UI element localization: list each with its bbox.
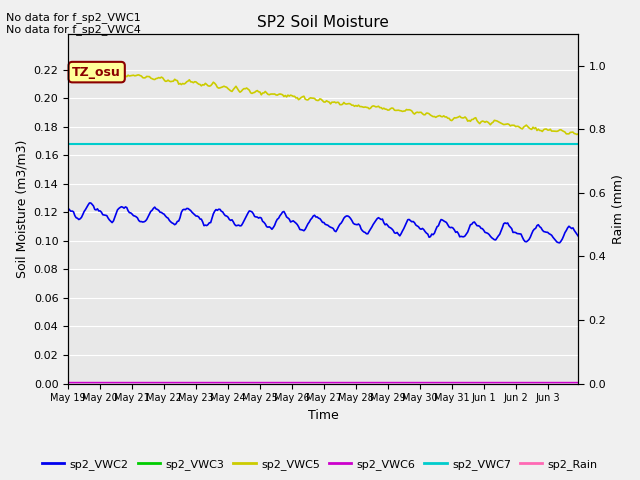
X-axis label: Time: Time — [308, 409, 339, 422]
Text: No data for f_sp2_VWC1: No data for f_sp2_VWC1 — [6, 12, 141, 23]
Text: TZ_osu: TZ_osu — [72, 66, 121, 79]
Y-axis label: Raim (mm): Raim (mm) — [612, 174, 625, 244]
Legend: sp2_VWC2, sp2_VWC3, sp2_VWC5, sp2_VWC6, sp2_VWC7, sp2_Rain: sp2_VWC2, sp2_VWC3, sp2_VWC5, sp2_VWC6, … — [38, 455, 602, 474]
Title: SP2 Soil Moisture: SP2 Soil Moisture — [257, 15, 389, 30]
Text: No data for f_sp2_VWC4: No data for f_sp2_VWC4 — [6, 24, 141, 35]
Y-axis label: Soil Moisture (m3/m3): Soil Moisture (m3/m3) — [15, 140, 28, 278]
